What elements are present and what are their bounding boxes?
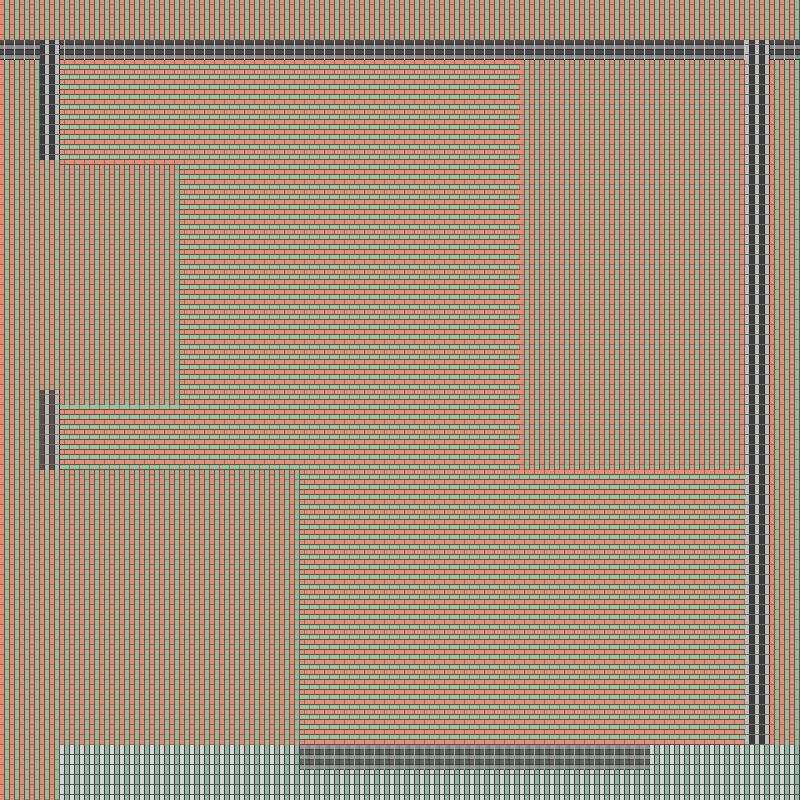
- left-warp-panel: [60, 165, 180, 405]
- right-warp-panel: [520, 60, 745, 470]
- right-frame: [745, 40, 770, 745]
- top-frame: [0, 40, 800, 60]
- left-frame: [40, 40, 60, 160]
- bottom-frame-dark: [300, 745, 650, 770]
- left-frame-lower: [40, 390, 60, 470]
- lower-warp-panel: [60, 470, 300, 745]
